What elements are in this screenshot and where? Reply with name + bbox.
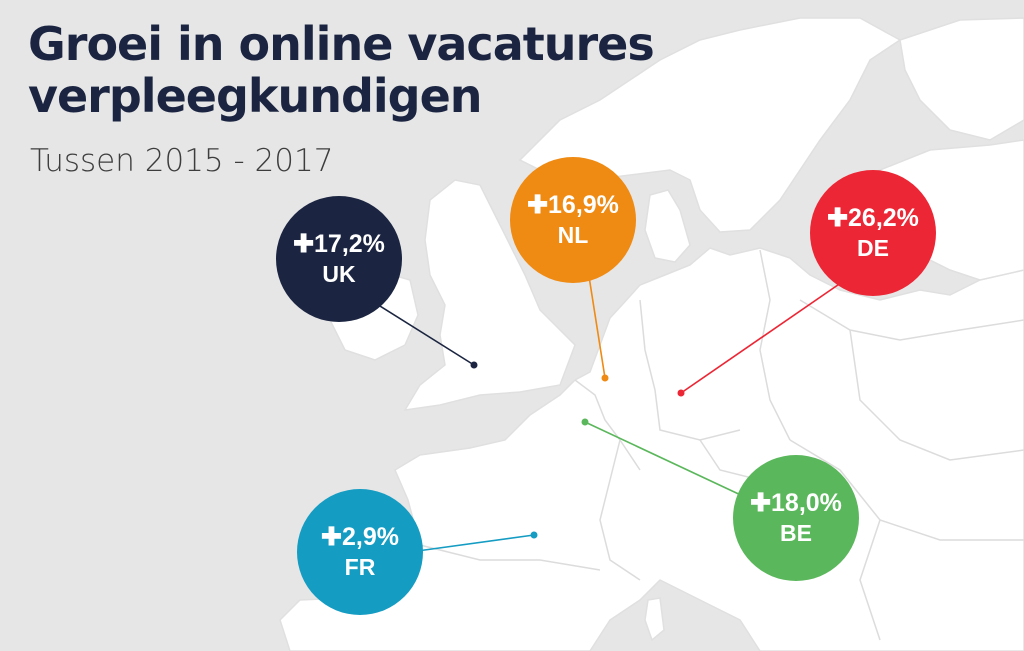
fr-leader-line [409, 534, 535, 553]
de-growth-value: ✚26,2% [827, 204, 919, 232]
uk-country-label: UK [322, 261, 356, 287]
great-britain [403, 179, 576, 411]
page-subtitle: Tussen 2015 - 2017 [30, 143, 334, 179]
nl-country-label: NL [557, 222, 589, 248]
nl-leader-line [587, 269, 606, 379]
de-leader-line [680, 277, 849, 394]
title-line-2: verpleegkundigen [28, 69, 483, 123]
fr-country-label: FR [344, 554, 376, 580]
de-marker: ✚26,2% DE [810, 170, 936, 296]
uk-marker: ✚17,2% UK [276, 196, 402, 322]
de-location-dot [677, 389, 685, 397]
uk-leader-line [363, 295, 475, 366]
be-marker: ✚18,0% BE [733, 455, 859, 581]
page-title: Groei in online vacatures verpleegkundig… [28, 17, 655, 123]
uk-growth-value: ✚17,2% [293, 230, 385, 258]
fr-growth-value: ✚2,9% [321, 523, 399, 551]
scandinavia [518, 17, 902, 233]
nl-marker: ✚16,9% NL [510, 157, 636, 283]
fr-location-dot [530, 531, 538, 539]
title-line-1: Groei in online vacatures [28, 17, 655, 71]
de-country-label: DE [857, 235, 889, 261]
be-country-label: BE [780, 520, 812, 546]
be-growth-value: ✚18,0% [750, 489, 842, 517]
be-location-dot [581, 418, 589, 426]
be-leader-line [584, 421, 746, 498]
nl-location-dot [601, 374, 609, 382]
nl-growth-value: ✚16,9% [527, 191, 619, 219]
fr-marker: ✚2,9% FR [297, 489, 423, 615]
uk-location-dot [470, 361, 478, 369]
